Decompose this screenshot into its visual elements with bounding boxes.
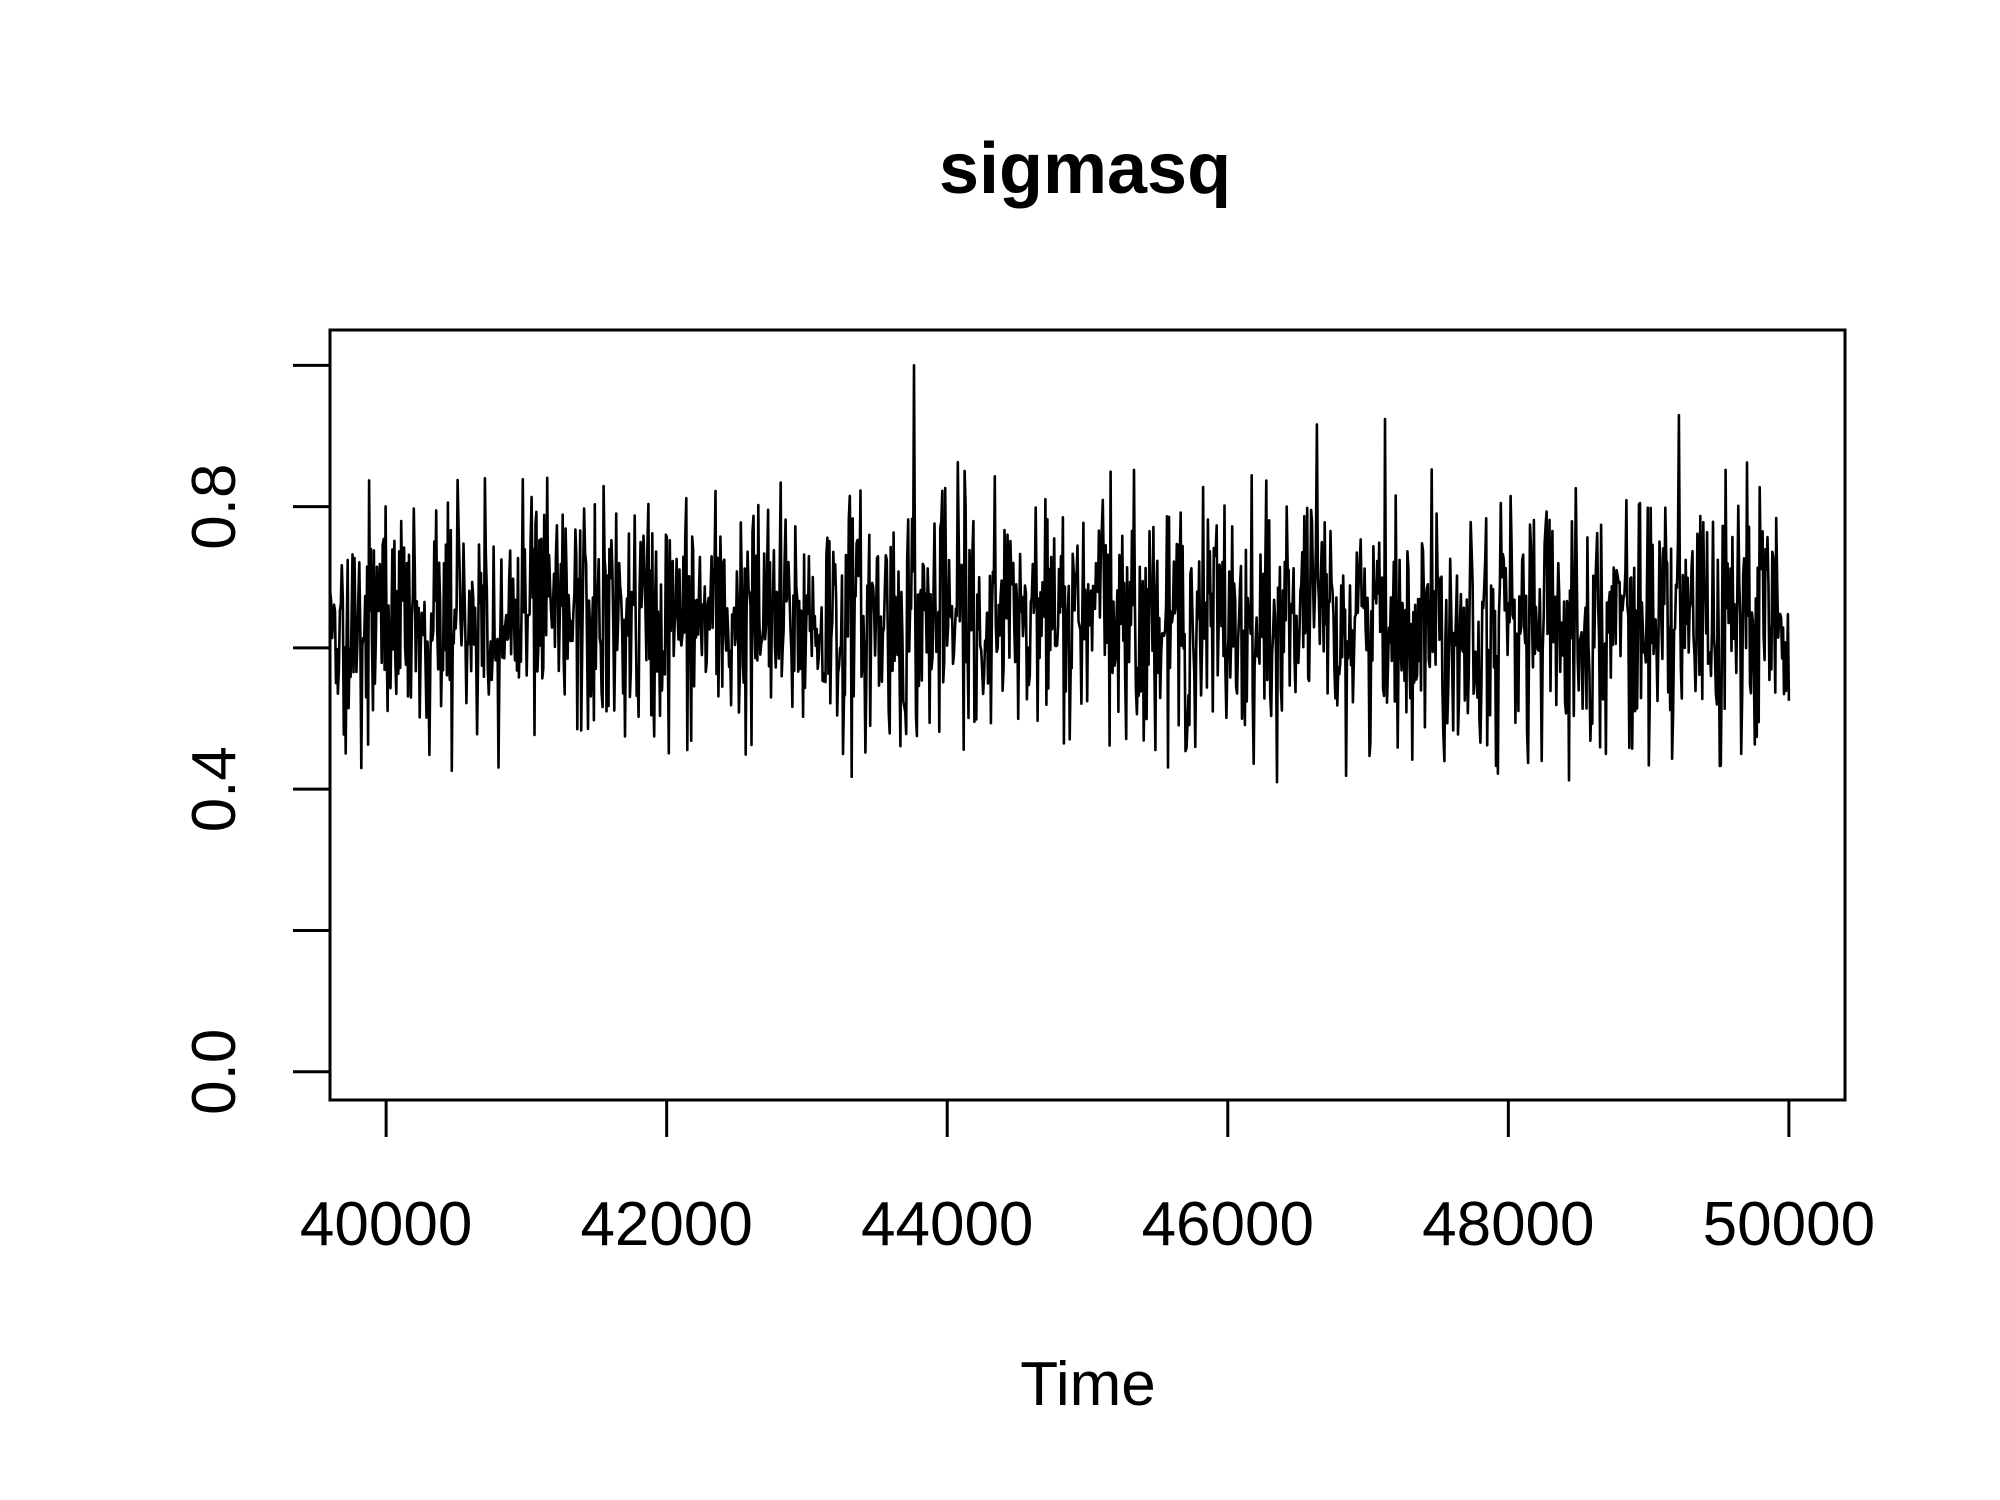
x-tick-label: 40000 bbox=[300, 1190, 472, 1259]
series-line bbox=[328, 364, 1791, 784]
x-tick-label: 44000 bbox=[861, 1190, 1033, 1259]
y-axis: 0.0 0.4 0.8 bbox=[180, 363, 332, 1115]
x-tick-label: 46000 bbox=[1142, 1190, 1314, 1259]
y-tick-label: 0.0 bbox=[180, 1029, 249, 1115]
x-tick-label: 42000 bbox=[580, 1190, 752, 1259]
chart-title: sigmasq bbox=[939, 129, 1231, 209]
x-axis: 40000 42000 44000 46000 48000 50000 bbox=[300, 1098, 1875, 1259]
y-tick-label: 0.8 bbox=[180, 464, 249, 550]
x-axis-label: Time bbox=[1020, 1350, 1155, 1419]
series-line-group bbox=[328, 364, 1791, 784]
x-tick-label: 48000 bbox=[1422, 1190, 1594, 1259]
y-tick-label: 0.4 bbox=[180, 746, 249, 832]
x-tick-label: 50000 bbox=[1703, 1190, 1875, 1259]
